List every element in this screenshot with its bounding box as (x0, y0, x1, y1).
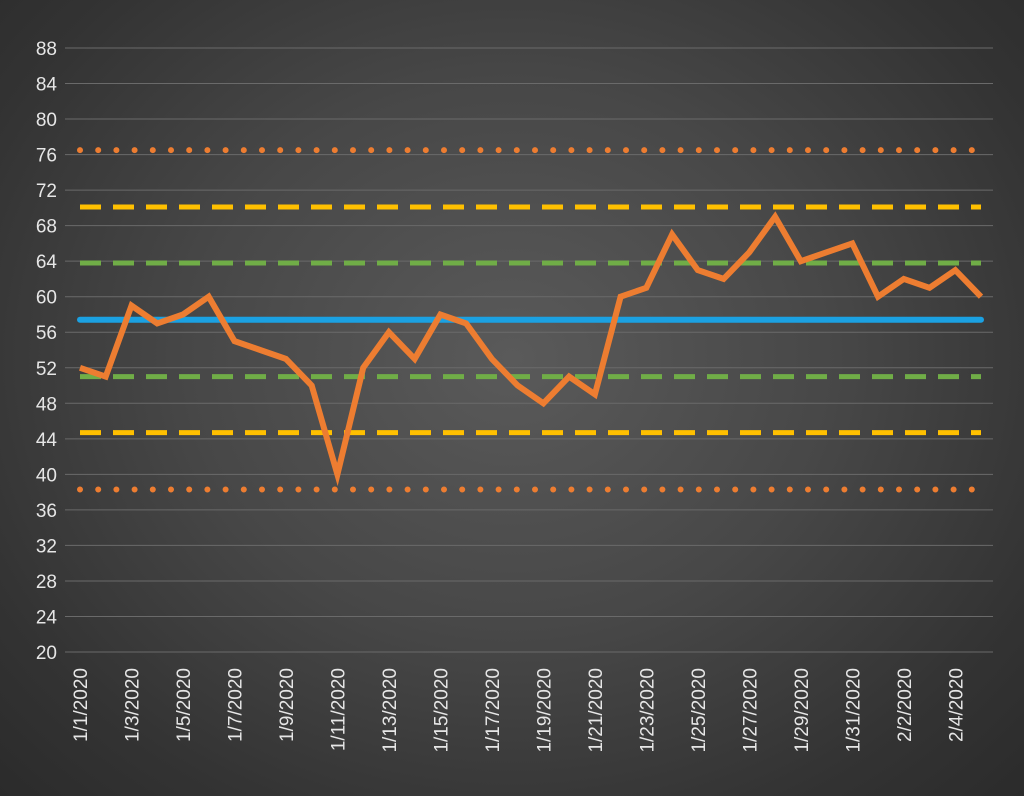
y-tick-label: 88 (36, 39, 57, 60)
x-tick-label: 1/19/2020 (534, 668, 555, 753)
x-tick-label: 1/25/2020 (689, 668, 710, 753)
gridlines (65, 47, 993, 653)
x-tick-label: 1/5/2020 (174, 668, 195, 742)
y-tick-label: 48 (36, 394, 57, 415)
y-tick-label: 40 (36, 465, 57, 486)
x-tick-label: 1/21/2020 (586, 668, 607, 753)
x-tick-label: 1/15/2020 (431, 668, 452, 753)
y-tick-label: 60 (36, 288, 57, 309)
x-tick-label: 1/11/2020 (328, 668, 349, 751)
x-axis-tick-labels: 1/1/2020 1/3/2020 1/5/2020 1/7/2020 1/9/2020… (71, 668, 967, 753)
y-tick-label: 52 (36, 359, 57, 380)
y-tick-label: 80 (36, 110, 57, 131)
y-tick-label: 32 (36, 536, 57, 557)
x-tick-label: 1/17/2020 (483, 668, 504, 753)
x-tick-label: 1/29/2020 (792, 668, 813, 753)
y-tick-label: 44 (36, 430, 58, 451)
x-tick-label: 1/9/2020 (277, 668, 298, 742)
x-tick-label: 2/2/2020 (895, 668, 916, 742)
y-tick-label: 28 (36, 572, 57, 593)
x-tick-label: 1/7/2020 (225, 668, 246, 742)
y-tick-label: 20 (36, 643, 57, 664)
y-tick-label: 56 (36, 323, 57, 344)
series-line-0 (79, 211, 984, 487)
x-tick-label: 1/3/2020 (122, 668, 143, 742)
x-tick-label: 1/13/2020 (380, 668, 401, 753)
x-tick-label: 2/4/2020 (946, 668, 967, 742)
x-tick-label: 1/27/2020 (740, 668, 761, 753)
x-tick-label: 1/23/2020 (637, 668, 658, 753)
y-tick-label: 64 (36, 252, 58, 273)
y-tick-label: 36 (36, 501, 57, 522)
data-series (79, 211, 984, 487)
x-tick-label: 1/31/2020 (843, 668, 864, 753)
x-tick-label: 1/1/2020 (71, 668, 92, 742)
y-axis-tick-labels: 20 24 28 32 36 40 44 48 52 56 60 64 68 72 76 80 84 88 (36, 39, 58, 664)
reference-lines (77, 147, 984, 493)
y-tick-label: 84 (36, 75, 58, 96)
y-tick-label: 76 (36, 146, 57, 167)
y-tick-label: 24 (36, 607, 58, 628)
y-tick-label: 72 (36, 181, 57, 202)
y-tick-label: 68 (36, 217, 57, 238)
